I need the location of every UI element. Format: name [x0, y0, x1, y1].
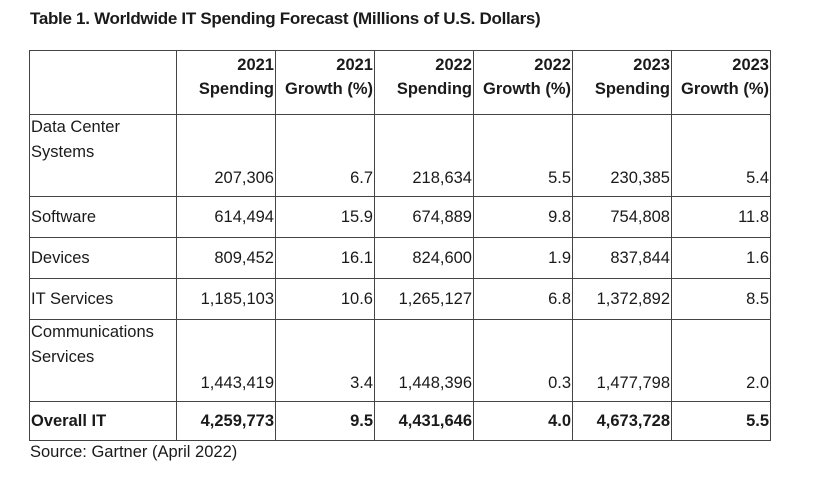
column-year: 2021: [237, 56, 274, 74]
it-spending-table: 2021 Spending 2021 Growth (%) 2022 Spending…: [29, 50, 771, 441]
table-cell: 207,306: [176, 114, 276, 197]
row-label: Overall IT: [29, 401, 177, 441]
column-header: 2023 Growth (%): [671, 50, 771, 115]
table-row: Communications Services 1,443,419 3.4 1,4…: [29, 319, 771, 402]
table-row: Devices 809,452 16.1 824,600 1.9 837,844…: [29, 237, 771, 279]
table-cell: 230,385: [572, 114, 672, 197]
table-cell: 4,673,728: [572, 401, 672, 441]
table-cell: 1,265,127: [374, 278, 474, 320]
row-label: Software: [29, 196, 177, 238]
column-label: Growth (%): [483, 80, 571, 98]
total-row: Overall IT 4,259,773 9.5 4,431,646 4.0 4…: [29, 401, 771, 441]
column-label: Spending: [396, 80, 472, 98]
table-cell: 5.4: [671, 114, 771, 197]
table-cell: 8.5: [671, 278, 771, 320]
table-cell: 1,372,892: [572, 278, 672, 320]
column-year: 2023: [633, 56, 670, 74]
table-cell: 1,185,103: [176, 278, 276, 320]
table-cell: 5.5: [671, 401, 771, 441]
table-cell: 754,808: [572, 196, 672, 238]
table-cell: 5.5: [473, 114, 573, 197]
table-cell: 6.7: [275, 114, 375, 197]
table-row: Data Center Systems 207,306 6.7 218,634 5…: [29, 114, 771, 197]
column-header: 2021 Spending: [176, 50, 276, 115]
table-cell: 4.0: [473, 401, 573, 441]
column-header: 2023 Spending: [572, 50, 672, 115]
table-cell: 218,634: [374, 114, 474, 197]
table-cell: 614,494: [176, 196, 276, 238]
table-title: Table 1. Worldwide IT Spending Forecast …: [30, 9, 541, 28]
row-label: Devices: [29, 237, 177, 279]
header-row: 2021 Spending 2021 Growth (%) 2022 Spending…: [29, 50, 771, 115]
table-cell: 2.0: [671, 319, 771, 402]
table-cell: 9.8: [473, 196, 573, 238]
table-cell: 837,844: [572, 237, 672, 279]
column-header: 2022 Growth (%): [473, 50, 573, 115]
table-cell: 1,448,396: [374, 319, 474, 402]
table-cell: 15.9: [275, 196, 375, 238]
source-note: Source: Gartner (April 2022): [30, 443, 238, 461]
table-cell: 824,600: [374, 237, 474, 279]
table-cell: 9.5: [275, 401, 375, 441]
column-header: 2022 Spending: [374, 50, 474, 115]
table-cell: 6.8: [473, 278, 573, 320]
table-cell: 1,477,798: [572, 319, 672, 402]
column-label: Spending: [198, 80, 274, 98]
column-label: Spending: [594, 80, 670, 98]
column-header: 2021 Growth (%): [275, 50, 375, 115]
table-cell: 10.6: [275, 278, 375, 320]
table-cell: 1.6: [671, 237, 771, 279]
table-cell: 674,889: [374, 196, 474, 238]
row-label: Communications Services: [29, 319, 177, 402]
table-cell: 809,452: [176, 237, 276, 279]
table-row: IT Services 1,185,103 10.6 1,265,127 6.8…: [29, 278, 771, 320]
row-label: Data Center Systems: [29, 114, 177, 197]
table-cell: 4,431,646: [374, 401, 474, 441]
table-cell: 1,443,419: [176, 319, 276, 402]
header-empty-cell: [29, 50, 177, 115]
table-cell: 3.4: [275, 319, 375, 402]
table-row: Software 614,494 15.9 674,889 9.8 754,80…: [29, 196, 771, 238]
table-cell: 16.1: [275, 237, 375, 279]
table-cell: 1.9: [473, 237, 573, 279]
column-label: Growth (%): [285, 80, 373, 98]
column-year: 2023: [732, 56, 769, 74]
table-cell: 0.3: [473, 319, 573, 402]
column-year: 2022: [435, 56, 472, 74]
table-cell: 4,259,773: [176, 401, 276, 441]
row-label: IT Services: [29, 278, 177, 320]
column-year: 2021: [336, 56, 373, 74]
column-year: 2022: [534, 56, 571, 74]
table-cell: 11.8: [671, 196, 771, 238]
column-label: Growth (%): [681, 80, 769, 98]
